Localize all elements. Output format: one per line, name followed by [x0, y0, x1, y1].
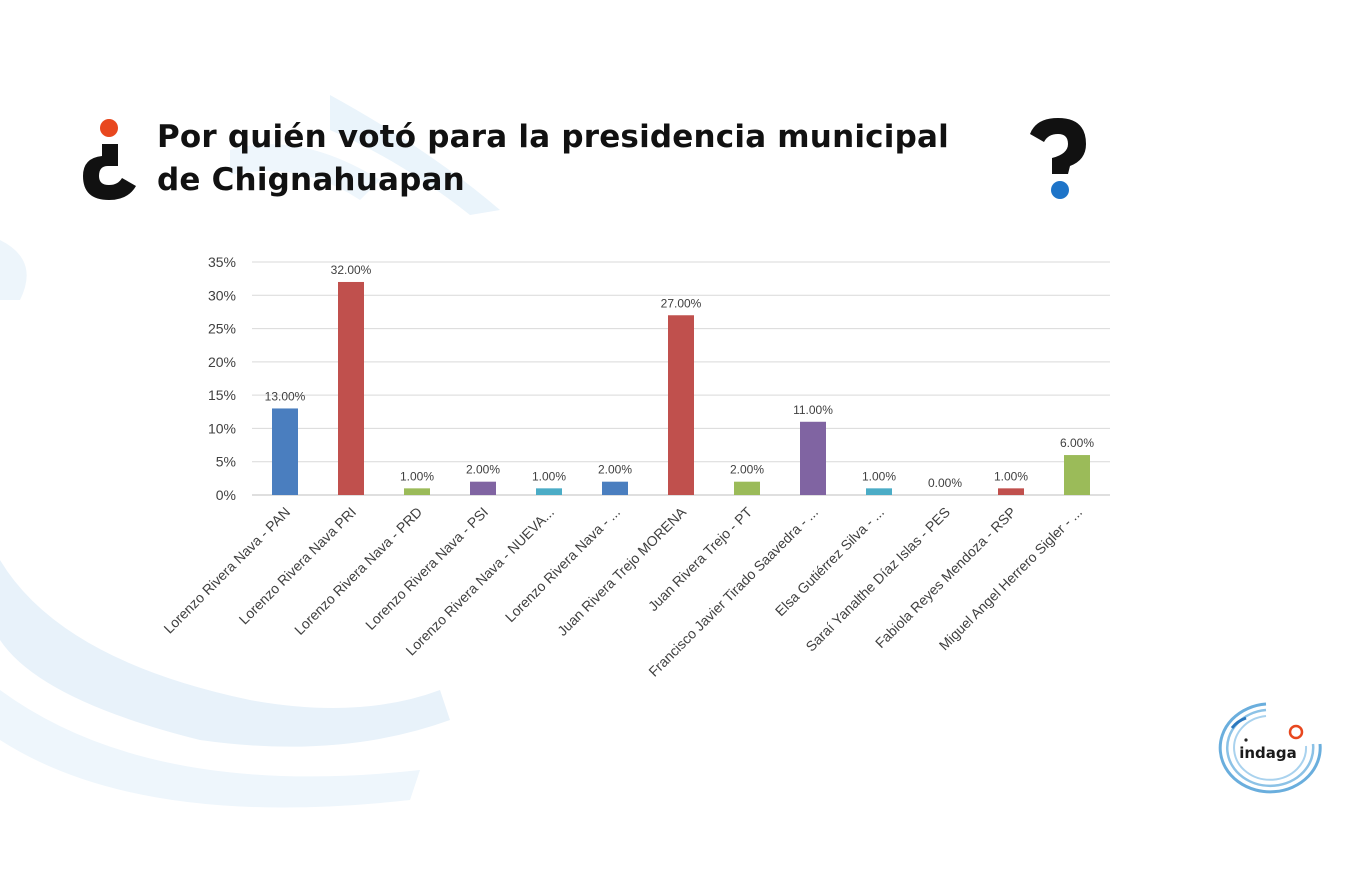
- data-label: 1.00%: [862, 469, 896, 483]
- bar: [668, 315, 694, 495]
- bar: [404, 488, 430, 495]
- bar: [272, 408, 298, 495]
- x-tick-label: Lorenzo Rivera Nava - PAN: [160, 504, 293, 637]
- y-tick-label: 0%: [216, 487, 236, 503]
- page-title: Por quién votó para la presidencia munic…: [157, 119, 949, 198]
- data-label: 27.00%: [661, 296, 702, 310]
- x-tick-label: Lorenzo Rivera Nava - PSI: [362, 504, 491, 633]
- x-tick-label: Fabiola Reyes Mendoza - RSP: [872, 504, 1019, 651]
- data-label: 1.00%: [400, 469, 434, 483]
- data-label: 0.00%: [928, 476, 962, 490]
- bar: [338, 281, 364, 495]
- y-tick-label: 30%: [208, 287, 236, 303]
- indaga-logo: indaga: [1218, 702, 1322, 794]
- data-label: 1.00%: [994, 469, 1028, 483]
- y-tick-label: 20%: [208, 354, 236, 370]
- y-tick-label: 15%: [208, 387, 236, 403]
- inverted-question-mark-icon: [83, 119, 136, 200]
- bar: [866, 488, 892, 495]
- bar: [536, 488, 562, 495]
- data-label: 2.00%: [466, 463, 500, 477]
- question-mark-icon: [1030, 118, 1086, 199]
- x-tick-label: Elsa Gutiérrez Silva - ...: [772, 504, 887, 619]
- data-label: 2.00%: [598, 463, 632, 477]
- y-tick-label: 25%: [208, 321, 236, 337]
- y-tick-label: 10%: [208, 420, 236, 436]
- data-label: 2.00%: [730, 463, 764, 477]
- data-label: 32.00%: [331, 263, 372, 277]
- bar: [1064, 455, 1090, 495]
- bar: [800, 421, 826, 495]
- y-tick-label: 35%: [208, 254, 236, 270]
- bar: [998, 488, 1024, 495]
- x-tick-label: Lorenzo Rivera Nava - PRD: [291, 504, 425, 638]
- bar: [734, 481, 760, 495]
- bar: [602, 481, 628, 495]
- logo-text: indaga: [1239, 744, 1297, 762]
- x-tick-label: Miguel Angel Herrero Sigler - ...: [936, 504, 1085, 653]
- data-label: 1.00%: [532, 469, 566, 483]
- x-tick-label: Juan Rivera Trejo MORENA: [554, 503, 690, 639]
- y-tick-label: 5%: [216, 454, 236, 470]
- x-tick-label: Saraí Yanalthe Díaz Islas - PES: [802, 504, 953, 655]
- x-tick-label: Lorenzo Rivera Nava - ...: [502, 504, 623, 625]
- data-label: 6.00%: [1060, 436, 1094, 450]
- x-tick-label: Lorenzo Rivera Nava PRI: [236, 504, 360, 628]
- data-label: 11.00%: [793, 403, 833, 417]
- data-label: 13.00%: [265, 389, 306, 403]
- bar: [470, 481, 496, 495]
